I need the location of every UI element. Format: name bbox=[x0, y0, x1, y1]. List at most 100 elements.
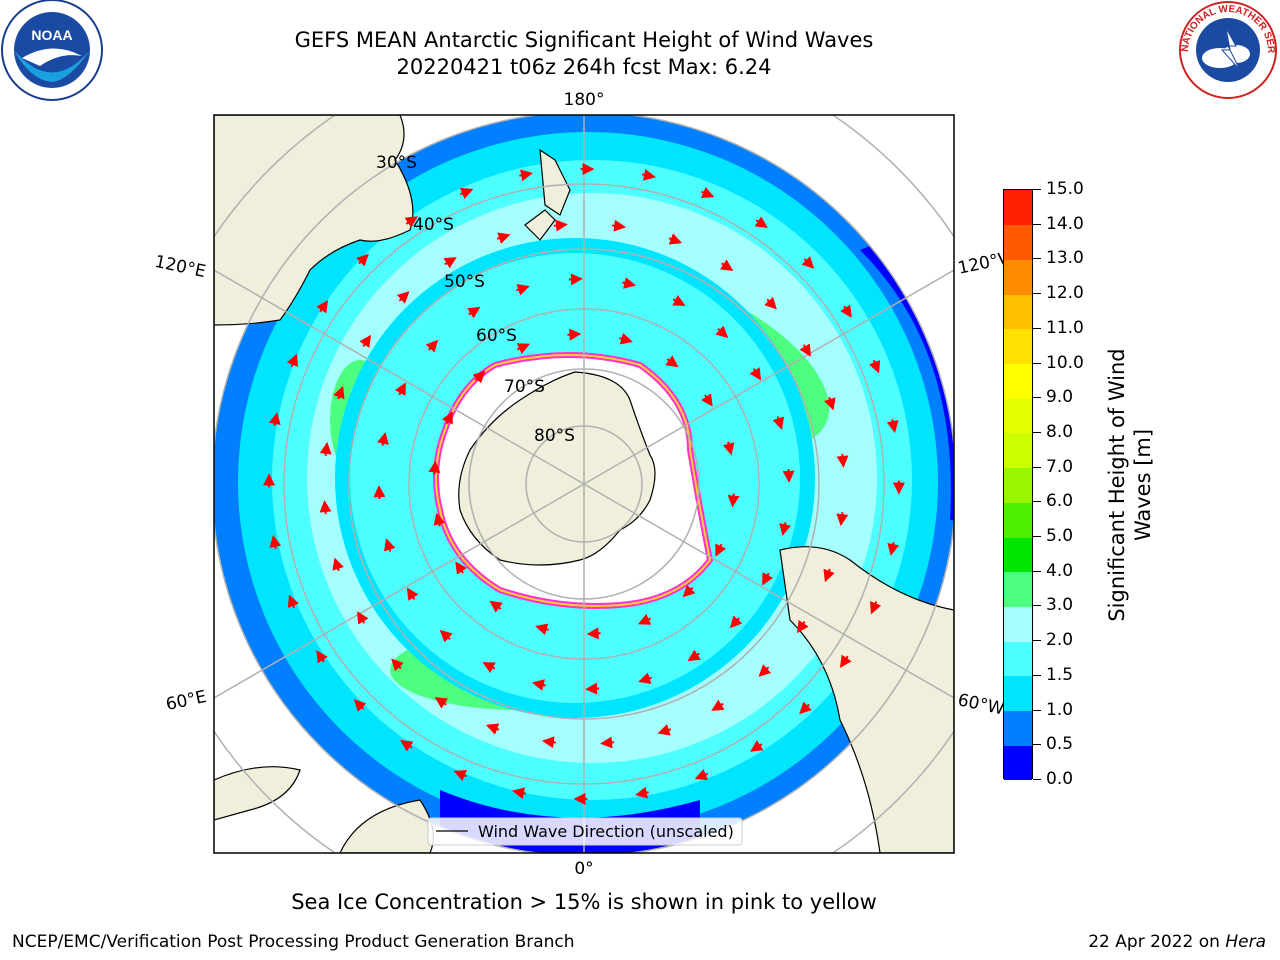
chart-subtitle: 20220421 t06z 264h fcst Max: 6.24 bbox=[396, 55, 772, 79]
wave-direction-arrow bbox=[799, 701, 812, 715]
colorbar-segment bbox=[1004, 259, 1032, 295]
wave-direction-arrow bbox=[400, 739, 414, 752]
wind-wave-arrows bbox=[263, 163, 905, 805]
wave-direction-arrow bbox=[472, 370, 486, 384]
wave-direction-arrow bbox=[428, 460, 441, 475]
wave-direction-arrow bbox=[672, 294, 686, 306]
wave-direction-arrow bbox=[434, 696, 449, 709]
colorbar-tick-label: 13.0 bbox=[1046, 248, 1084, 269]
wave-direction-arrow bbox=[404, 216, 418, 228]
wave-direction-arrow bbox=[441, 411, 453, 425]
colorbar-title-line1: Significant Height of Wind bbox=[1105, 348, 1129, 622]
colorbar-tick-label: 10.0 bbox=[1046, 352, 1084, 373]
wave-direction-arrow bbox=[373, 485, 386, 500]
colorbar-tick bbox=[1033, 362, 1041, 364]
colorbar-tick bbox=[1033, 327, 1041, 329]
colorbar-tick bbox=[1033, 709, 1041, 711]
wave-direction-arrow bbox=[377, 431, 389, 446]
footer-host: Hera bbox=[1225, 932, 1266, 952]
wave-direction-arrow bbox=[750, 740, 764, 752]
colorbar-tick bbox=[1033, 570, 1041, 572]
wave-direction-arrow bbox=[439, 629, 453, 643]
colorbar-tick-label: 12.0 bbox=[1046, 283, 1084, 304]
wave-direction-arrow bbox=[531, 679, 546, 691]
noaa-logo: NOAA bbox=[1, 0, 103, 101]
wave-direction-arrow bbox=[657, 724, 672, 736]
wave-direction-arrow bbox=[353, 699, 367, 712]
wave-direction-arrow bbox=[886, 419, 899, 433]
colorbar-tick-label: 2.0 bbox=[1046, 630, 1074, 651]
colorbar-tick bbox=[1033, 674, 1041, 676]
legend-label: Wind Wave Direction (unscaled) bbox=[478, 822, 734, 841]
colorbar-segment bbox=[1004, 467, 1032, 503]
colorbar-tick bbox=[1033, 397, 1041, 399]
colorbar-tick bbox=[1033, 258, 1041, 260]
wave-direction-arrow bbox=[715, 325, 729, 339]
wave-direction-arrow bbox=[700, 186, 715, 198]
footer-date: 22 Apr 2022 on Hera bbox=[1088, 932, 1266, 952]
wave-direction-arrow bbox=[869, 359, 881, 374]
wave-direction-arrow bbox=[729, 615, 743, 629]
wave-direction-arrow bbox=[541, 736, 556, 749]
colorbar-title-line2: Waves [m] bbox=[1131, 428, 1155, 542]
wave-direction-arrow bbox=[269, 535, 282, 549]
colorbar-segment bbox=[1004, 363, 1032, 399]
wave-direction-arrow bbox=[359, 334, 372, 349]
colorbar-tick-label: 1.0 bbox=[1046, 699, 1074, 720]
wave-direction-arrow bbox=[600, 736, 615, 749]
colorbar-tick bbox=[1033, 536, 1041, 538]
wave-direction-arrow bbox=[711, 699, 725, 711]
wave-direction-arrow bbox=[749, 367, 762, 381]
wave-direction-arrow bbox=[319, 441, 332, 456]
wave-direction-arrow bbox=[485, 723, 500, 735]
wave-direction-arrow bbox=[568, 273, 583, 286]
lat-label-40s: 40°S bbox=[413, 215, 454, 235]
colorbar-segment bbox=[1004, 745, 1032, 781]
wave-direction-arrow bbox=[268, 412, 281, 427]
lat-label-30s: 30°S bbox=[376, 153, 417, 173]
wave-direction-arrow bbox=[319, 500, 332, 515]
wave-direction-arrow bbox=[316, 300, 329, 314]
wave-direction-arrow bbox=[383, 538, 396, 552]
lat-label-80s: 80°S bbox=[534, 426, 575, 446]
wave-direction-arrow bbox=[512, 787, 527, 800]
wave-direction-arrow bbox=[754, 216, 768, 229]
wave-direction-arrow bbox=[316, 650, 328, 664]
wave-direction-arrow bbox=[665, 355, 679, 368]
wave-direction-arrow bbox=[489, 600, 503, 613]
wave-direction-arrow bbox=[782, 468, 795, 483]
wave-direction-arrow bbox=[333, 385, 345, 400]
lat-label-70s: 70°S bbox=[504, 377, 545, 397]
colorbar-tick-label: 0.0 bbox=[1046, 769, 1074, 789]
colorbar-segment bbox=[1004, 398, 1032, 434]
wave-direction-arrow bbox=[612, 219, 627, 232]
wave-direction-arrow bbox=[836, 512, 849, 527]
chart-title: GEFS MEAN Antarctic Significant Height o… bbox=[294, 28, 874, 52]
footer-date-text: 22 Apr 2022 on bbox=[1088, 932, 1226, 952]
wave-direction-arrow bbox=[779, 522, 791, 537]
wave-direction-arrow bbox=[870, 600, 882, 615]
wave-direction-arrow bbox=[332, 557, 344, 572]
wave-direction-arrow bbox=[801, 256, 815, 269]
colorbar-tick bbox=[1033, 223, 1041, 225]
graticule bbox=[214, 115, 954, 853]
colorbar-tick bbox=[1033, 293, 1041, 295]
wave-direction-arrow bbox=[459, 187, 474, 199]
wave-direction-arrow bbox=[701, 393, 713, 407]
wave-direction-arrow bbox=[694, 769, 709, 781]
colorbar-tick bbox=[1033, 605, 1041, 607]
wave-direction-arrow bbox=[586, 627, 601, 640]
colorbar-tick-label: 5.0 bbox=[1046, 526, 1074, 547]
wave-direction-arrow bbox=[758, 664, 772, 677]
wave-direction-arrow bbox=[687, 649, 701, 662]
wave-direction-arrow bbox=[482, 662, 496, 674]
wave-direction-arrow bbox=[516, 283, 530, 296]
wave-direction-arrow bbox=[356, 253, 369, 267]
wave-direction-arrow bbox=[796, 619, 809, 634]
wave-direction-arrow bbox=[455, 561, 467, 575]
colorbar-tick bbox=[1033, 640, 1041, 642]
nws-logo: NATIONAL WEATHER SERVICE bbox=[1176, 0, 1277, 99]
lon-label-60e: 60°E bbox=[164, 687, 208, 715]
colorbar-segment bbox=[1004, 675, 1032, 712]
wave-direction-arrow bbox=[772, 416, 785, 430]
